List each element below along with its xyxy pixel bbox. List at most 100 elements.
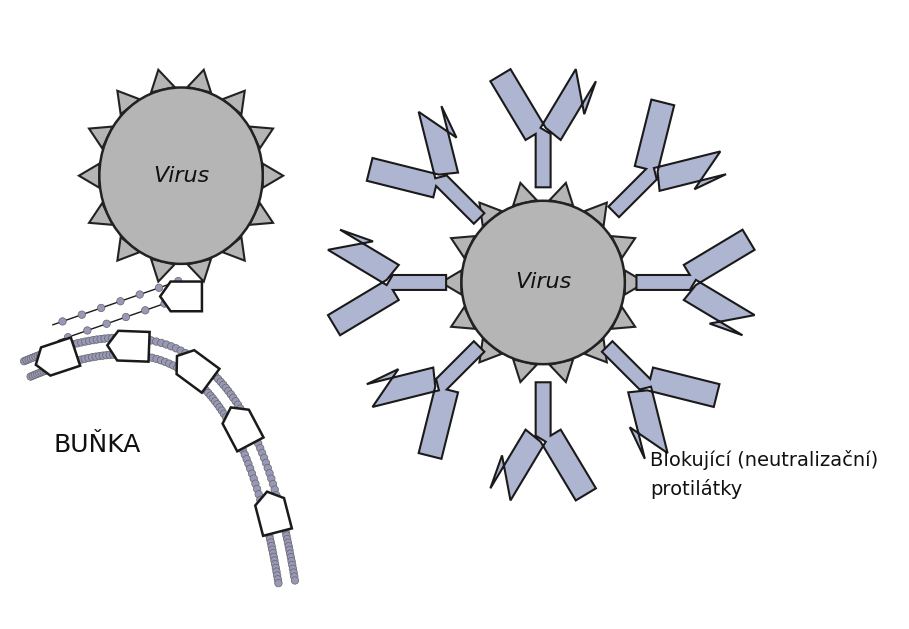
Circle shape <box>182 349 189 357</box>
Circle shape <box>32 353 39 360</box>
Circle shape <box>232 398 239 405</box>
Circle shape <box>143 336 150 343</box>
Polygon shape <box>107 331 150 362</box>
Circle shape <box>47 347 55 355</box>
Circle shape <box>145 353 152 360</box>
Circle shape <box>275 576 282 583</box>
Circle shape <box>201 362 208 370</box>
Circle shape <box>116 298 125 305</box>
Circle shape <box>223 413 230 421</box>
Polygon shape <box>35 338 80 376</box>
Polygon shape <box>249 203 273 225</box>
Circle shape <box>275 498 282 504</box>
Circle shape <box>74 340 81 347</box>
Circle shape <box>62 360 70 367</box>
Circle shape <box>256 445 264 452</box>
Circle shape <box>27 355 35 362</box>
Circle shape <box>218 407 225 415</box>
Circle shape <box>29 372 36 379</box>
Polygon shape <box>151 259 175 282</box>
Circle shape <box>103 320 110 328</box>
Circle shape <box>66 359 74 366</box>
Circle shape <box>265 525 272 533</box>
Circle shape <box>108 334 115 342</box>
Circle shape <box>266 535 274 543</box>
Circle shape <box>281 525 288 532</box>
Circle shape <box>284 535 291 543</box>
Circle shape <box>285 539 292 547</box>
Circle shape <box>291 577 299 584</box>
Circle shape <box>248 470 255 477</box>
Circle shape <box>165 360 173 367</box>
Polygon shape <box>151 70 175 92</box>
Circle shape <box>42 367 49 374</box>
Circle shape <box>260 454 268 462</box>
Circle shape <box>260 508 267 515</box>
Circle shape <box>209 370 216 377</box>
Circle shape <box>202 387 210 394</box>
Circle shape <box>88 353 95 361</box>
Circle shape <box>113 351 120 358</box>
Circle shape <box>97 304 105 312</box>
Circle shape <box>248 426 255 434</box>
Circle shape <box>217 378 225 386</box>
Circle shape <box>27 373 35 381</box>
Circle shape <box>193 377 200 385</box>
Circle shape <box>48 364 55 372</box>
Circle shape <box>286 550 294 557</box>
Polygon shape <box>550 359 573 382</box>
Circle shape <box>174 364 181 371</box>
Polygon shape <box>223 408 264 452</box>
Circle shape <box>226 421 234 428</box>
Circle shape <box>273 568 280 576</box>
Text: Virus: Virus <box>515 272 571 292</box>
Circle shape <box>101 335 108 342</box>
Circle shape <box>130 351 138 359</box>
Circle shape <box>205 389 212 397</box>
Circle shape <box>256 496 264 504</box>
Circle shape <box>215 404 224 411</box>
Circle shape <box>93 336 101 343</box>
Circle shape <box>265 469 274 477</box>
Circle shape <box>254 485 261 493</box>
Circle shape <box>182 369 189 376</box>
Circle shape <box>267 539 275 546</box>
Polygon shape <box>479 339 502 362</box>
Circle shape <box>243 455 250 463</box>
Circle shape <box>135 352 143 359</box>
Polygon shape <box>479 203 502 226</box>
Circle shape <box>227 391 235 398</box>
Circle shape <box>103 352 110 359</box>
Circle shape <box>41 350 48 357</box>
Circle shape <box>212 398 219 405</box>
Circle shape <box>285 546 293 554</box>
Circle shape <box>97 335 105 343</box>
Circle shape <box>177 366 185 374</box>
Circle shape <box>85 337 93 345</box>
Polygon shape <box>176 350 219 392</box>
Circle shape <box>157 357 165 364</box>
Circle shape <box>85 354 92 362</box>
Circle shape <box>285 543 293 550</box>
Circle shape <box>69 341 77 348</box>
Circle shape <box>207 392 215 399</box>
Circle shape <box>109 351 117 359</box>
Circle shape <box>229 394 237 401</box>
Circle shape <box>275 579 282 587</box>
Circle shape <box>220 381 227 389</box>
Circle shape <box>45 348 53 355</box>
Circle shape <box>70 358 77 365</box>
Circle shape <box>175 277 182 285</box>
Polygon shape <box>451 236 474 258</box>
Circle shape <box>204 365 211 372</box>
Circle shape <box>82 338 89 345</box>
Circle shape <box>148 354 156 362</box>
Circle shape <box>95 352 103 360</box>
Circle shape <box>173 345 180 352</box>
Circle shape <box>38 369 45 376</box>
Polygon shape <box>624 270 645 294</box>
Circle shape <box>274 572 281 579</box>
Polygon shape <box>636 230 754 335</box>
Polygon shape <box>79 164 99 188</box>
Circle shape <box>36 351 44 359</box>
